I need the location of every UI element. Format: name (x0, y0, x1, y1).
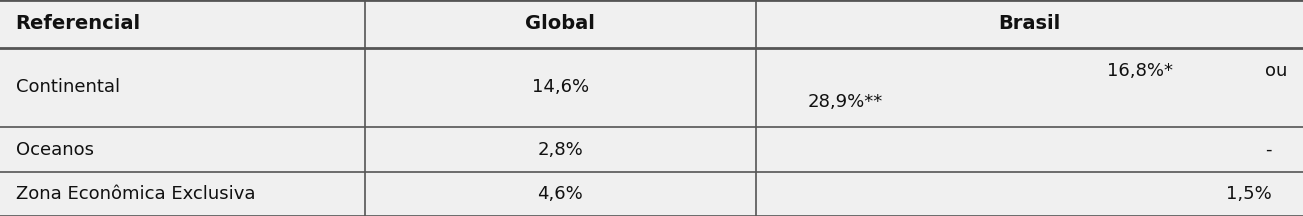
Text: -: - (1265, 141, 1272, 159)
Text: 2,8%: 2,8% (537, 141, 584, 159)
Text: 4,6%: 4,6% (537, 185, 584, 203)
Text: ou: ou (1265, 62, 1287, 81)
Text: Brasil: Brasil (998, 14, 1061, 33)
Text: 14,6%: 14,6% (532, 78, 589, 97)
Text: 16,8%*: 16,8%* (1106, 62, 1173, 81)
Text: 1,5%: 1,5% (1226, 185, 1272, 203)
Text: Zona Econômica Exclusiva: Zona Econômica Exclusiva (16, 185, 255, 203)
Text: Referencial: Referencial (16, 14, 141, 33)
Text: Global: Global (525, 14, 595, 33)
Text: Continental: Continental (16, 78, 120, 97)
Text: Oceanos: Oceanos (16, 141, 94, 159)
Text: 28,9%**: 28,9%** (808, 93, 883, 111)
